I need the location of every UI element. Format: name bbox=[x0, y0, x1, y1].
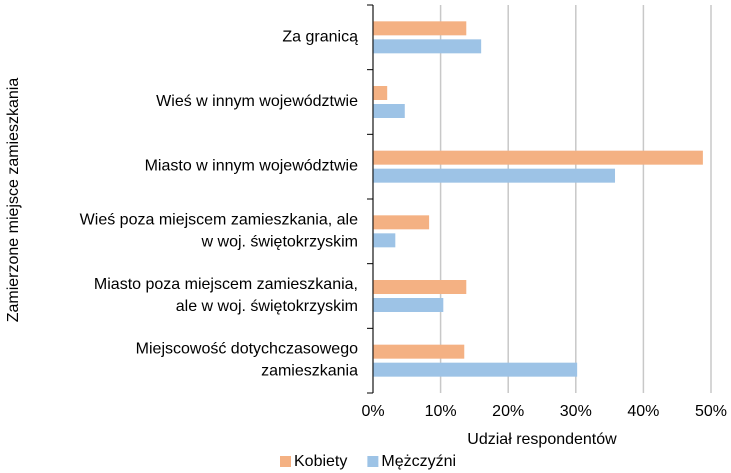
bar bbox=[373, 215, 430, 230]
x-tick-label: 20% bbox=[492, 403, 524, 420]
y-tick-label: Wieś w innym województwie bbox=[156, 93, 358, 110]
y-tick-label-line: Miasto w innym województwie bbox=[145, 158, 359, 175]
bar bbox=[373, 150, 703, 165]
y-tick-label-line: zamieszkania bbox=[261, 363, 358, 380]
x-tick-label: 10% bbox=[425, 403, 457, 420]
bar bbox=[373, 298, 444, 312]
bar bbox=[373, 280, 467, 294]
bar bbox=[373, 21, 467, 36]
bar bbox=[373, 168, 616, 183]
y-tick-label-line: Za granicą bbox=[282, 29, 358, 46]
y-tick-label-line: w woj. świętokrzyskim bbox=[201, 234, 358, 251]
x-tick-label: 50% bbox=[695, 403, 727, 420]
y-tick-label: Miasto poza miejscem zamieszkania, ale w … bbox=[94, 276, 358, 315]
x-tick-label: 40% bbox=[627, 403, 659, 420]
legend-label: Kobiety bbox=[294, 453, 347, 470]
bar bbox=[373, 86, 388, 100]
x-axis-title: Udział respondentów bbox=[467, 431, 617, 448]
x-tick-label: 0% bbox=[361, 403, 384, 420]
y-axis-title: Zamierzone miejsce zamieszkania bbox=[5, 78, 22, 323]
y-tick-label-line: Wieś poza miejscem zamieszkania, ale bbox=[80, 212, 358, 229]
legend-swatch bbox=[367, 456, 379, 467]
bar bbox=[373, 39, 482, 54]
y-tick-label: Miejscowość dotychczasowego zamieszkania bbox=[136, 341, 358, 380]
legend-label: Mężczyźni bbox=[381, 453, 456, 470]
y-tick-label-line: Wieś w innym województwie bbox=[156, 93, 358, 110]
bar bbox=[373, 104, 405, 118]
legend-swatch bbox=[280, 456, 291, 467]
y-tick-label-line: Miejscowość dotychczasowego bbox=[136, 341, 358, 358]
bar bbox=[373, 344, 465, 359]
y-tick-label: Miasto w innym województwie bbox=[145, 158, 359, 175]
x-tick-label: 30% bbox=[560, 403, 592, 420]
bar bbox=[373, 233, 396, 248]
y-tick-label: Wieś poza miejscem zamieszkania, ale w wo… bbox=[80, 212, 358, 251]
y-tick-label-line: Miasto poza miejscem zamieszkania, bbox=[94, 276, 358, 293]
bar bbox=[373, 362, 578, 377]
y-tick-label: Za granicą bbox=[282, 29, 358, 46]
y-tick-label-line: ale w woj. świętokrzyskim bbox=[176, 298, 358, 315]
